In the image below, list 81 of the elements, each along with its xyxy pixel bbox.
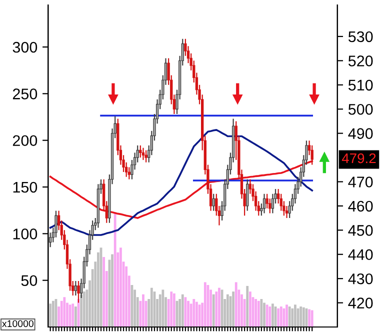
bar (111, 254, 114, 328)
candlestick (142, 147, 145, 161)
y-tick-label: 460 (348, 200, 373, 212)
candlestick (262, 193, 266, 214)
candlestick (271, 193, 274, 214)
bar (248, 292, 252, 328)
y-tick-label: 500 (348, 104, 373, 115)
bar (254, 299, 258, 328)
bar (246, 286, 249, 328)
y2-tick-label: 100 (13, 228, 38, 240)
bar (120, 248, 122, 328)
y2-tick-label: 300 (12, 42, 38, 53)
candlestick (74, 280, 78, 296)
bar (310, 310, 314, 328)
bar (263, 302, 266, 328)
bar (181, 294, 184, 328)
bar (260, 299, 263, 328)
bar (272, 304, 274, 328)
line-series (49, 160, 314, 219)
bar (288, 306, 291, 328)
candlestick (266, 193, 268, 209)
y2-tick-label: 200 (12, 135, 38, 146)
candlestick (212, 193, 215, 212)
candlestick (280, 193, 282, 212)
candlestick (285, 205, 288, 219)
bar (52, 300, 54, 328)
candlestick (310, 144, 314, 166)
bar (212, 294, 215, 328)
bar (232, 292, 234, 328)
bar (257, 300, 260, 328)
bar (196, 302, 198, 328)
bar (142, 294, 144, 328)
bar (291, 308, 294, 328)
bar (184, 297, 187, 328)
text: x10000 (2, 320, 34, 328)
bar (280, 306, 282, 328)
y-tick-label: 450 (348, 225, 373, 236)
bar (302, 307, 305, 328)
bar (150, 288, 153, 328)
bar (308, 309, 310, 328)
bar (49, 304, 52, 328)
bar (294, 304, 296, 328)
bar (187, 300, 190, 328)
bar (204, 282, 206, 328)
y-tick-label: 510 (348, 80, 373, 91)
bar (172, 293, 176, 328)
bar (218, 288, 220, 328)
bar (72, 304, 74, 328)
y-tick-label: 520 (348, 56, 373, 66)
y2-tick-label: 250 (12, 88, 38, 100)
bar (63, 297, 66, 328)
bar (226, 294, 229, 328)
y-tick-label: 420 (348, 298, 373, 308)
y-tick-label: 490 (348, 128, 373, 139)
y-tick-label: 470 (348, 176, 373, 188)
y-tick-label: 440 (348, 249, 373, 260)
bar (192, 299, 196, 328)
bar (300, 306, 302, 328)
bar (268, 306, 272, 328)
bar (277, 308, 280, 328)
bar (266, 304, 268, 328)
y-tick-label: 530 (348, 31, 373, 42)
y-tick-label: 430 (348, 273, 373, 284)
bar (74, 306, 77, 328)
y2-tick-label: 50 (21, 275, 38, 286)
candlestick (139, 144, 142, 158)
bar (102, 257, 106, 328)
bar (286, 304, 288, 328)
bar (82, 292, 86, 328)
bar (114, 212, 116, 328)
text: 479.2 (342, 153, 376, 164)
candlestick (128, 166, 130, 180)
bar (215, 292, 218, 328)
candlestick (268, 198, 272, 214)
bar (170, 292, 173, 328)
bar (162, 290, 164, 328)
candlestick (144, 150, 148, 163)
bar (60, 300, 63, 328)
y2-tick-label: 150 (13, 182, 38, 193)
bar (234, 282, 238, 328)
candlestick (246, 178, 249, 212)
